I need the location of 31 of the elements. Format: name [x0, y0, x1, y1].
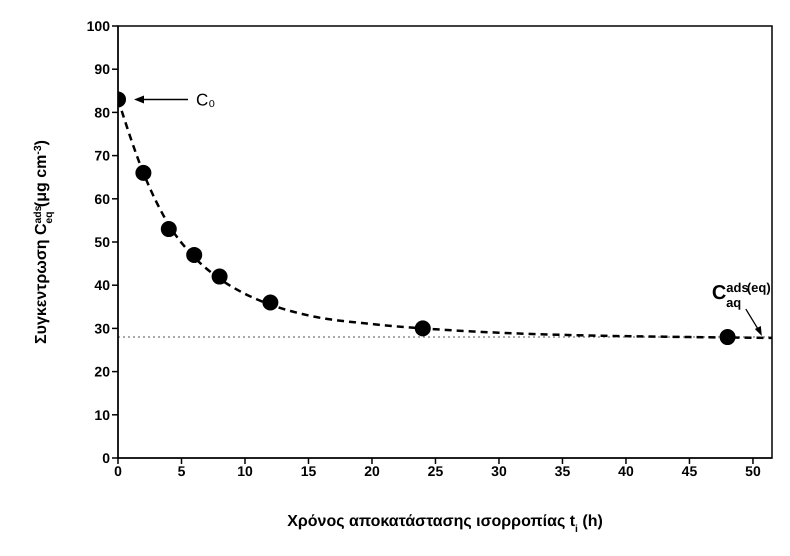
- point: [720, 329, 736, 346]
- annotation: C₀: [196, 90, 216, 110]
- y-tick-label: 30: [94, 320, 110, 336]
- y-tick-label: 10: [94, 406, 110, 423]
- y-tick-label: 100: [86, 18, 110, 34]
- point: [160, 221, 177, 238]
- y-tick-label: 80: [94, 104, 110, 120]
- x-axis-title: Χρόνος αποκατάστασης ισορροπίας t$_{i}$ (h): [287, 513, 603, 534]
- x-tick-label: 25: [428, 462, 444, 479]
- x-tick-label: 0: [114, 462, 122, 479]
- x-tick-label: 45: [682, 462, 698, 479]
- y-tick-label: 60: [94, 190, 110, 207]
- x-tick-label: 15: [300, 462, 316, 479]
- y-tick-label: 40: [94, 277, 110, 294]
- x-tick-label: 20: [364, 462, 380, 479]
- point: [414, 320, 431, 336]
- y-tick-label: 70: [94, 148, 110, 164]
- y-tick-label: 90: [94, 61, 110, 78]
- x-tick-label: 40: [618, 462, 634, 479]
- point: [135, 164, 152, 181]
- x-tick-label: 5: [178, 462, 186, 479]
- point: [212, 268, 228, 285]
- y-tick-label: 20: [94, 364, 110, 380]
- y-tick-label: 50: [94, 234, 110, 250]
- point: [262, 294, 278, 310]
- x-tick-label: 10: [237, 462, 253, 479]
- x-tick-label: 35: [554, 462, 570, 479]
- x-tick-label: 30: [491, 462, 507, 479]
- point: [186, 246, 202, 263]
- x-tick-label: 50: [745, 462, 761, 479]
- y-tick-label: 0: [102, 450, 110, 466]
